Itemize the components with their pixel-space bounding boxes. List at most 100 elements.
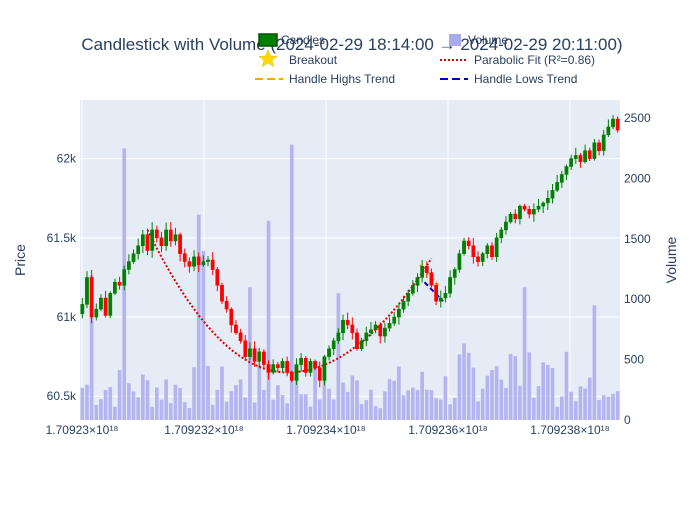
volume-bar [141, 374, 145, 420]
candle-body [397, 308, 401, 318]
volume-bar [168, 403, 173, 420]
volume-bar [234, 385, 238, 420]
candle-body [466, 240, 471, 246]
volume-bar [411, 387, 415, 420]
candle-body [429, 272, 434, 286]
volume-bar [336, 293, 341, 420]
volume-bar [452, 397, 457, 420]
candle-body [476, 256, 480, 262]
candle-body [238, 332, 243, 342]
volume-bar [187, 408, 192, 420]
plot-area [80, 100, 620, 420]
legend-item-handle-highs[interactable]: Handle Highs Trend [255, 72, 395, 86]
candle-body [611, 118, 615, 128]
volume-bar [238, 379, 243, 420]
candle-body [513, 213, 518, 220]
volume-bar [513, 356, 518, 420]
volume-bar [285, 403, 289, 420]
legend-label-handle-highs: Handle Highs Trend [289, 72, 395, 86]
y-tick-label: 61k [57, 310, 77, 324]
volume-bar [559, 396, 564, 420]
candle-body [406, 293, 411, 302]
volume-bar [569, 391, 573, 420]
legend-item-handle-lows[interactable]: Handle Lows Trend [440, 72, 577, 86]
candle-body [313, 361, 317, 368]
legend-item-candles[interactable]: Candles [258, 33, 325, 47]
candle-body [196, 256, 201, 266]
candle-body [317, 367, 322, 381]
volume-bar [108, 387, 113, 420]
volume-bar [331, 399, 336, 420]
candle-body [401, 300, 406, 310]
volume-bar [508, 353, 513, 420]
candle-body [192, 256, 196, 267]
volume-bar [164, 379, 168, 420]
volume-bar [345, 391, 350, 420]
candle-body [587, 150, 592, 159]
volume-bar [583, 388, 587, 420]
volume-bar [154, 387, 159, 420]
candle-body [564, 166, 569, 175]
volume-bar [289, 144, 294, 420]
volume-bar [150, 406, 154, 420]
candle-body [201, 261, 206, 266]
candle-body [350, 324, 355, 334]
volume-bar [136, 397, 141, 420]
legend-item-breakout[interactable]: Breakout [258, 49, 338, 68]
volume-bar [578, 386, 583, 420]
candle-body [127, 261, 131, 270]
volume-bar [615, 391, 620, 420]
volume-bar [494, 366, 499, 420]
volume-bar [210, 404, 215, 420]
candle-body [182, 253, 187, 262]
volume-bar [127, 383, 131, 420]
candle-body [522, 205, 527, 210]
candle-body [387, 323, 392, 329]
parabolic-fit-line [146, 229, 433, 374]
candle-body [136, 245, 141, 254]
candle-body [415, 277, 420, 286]
candle-body [131, 253, 136, 262]
volume-bar [518, 385, 522, 420]
legend-item-volume[interactable]: Volume [449, 33, 508, 47]
candle-body [597, 142, 601, 151]
candle-body [424, 266, 429, 273]
legend-label-handle-lows: Handle Lows Trend [474, 72, 577, 86]
volume-bar [457, 354, 462, 420]
candle-body [113, 281, 117, 294]
volume-bar [113, 406, 117, 420]
volume-bar [606, 396, 611, 420]
candle-body [615, 118, 620, 131]
candle-body [494, 237, 499, 258]
candle-body [178, 234, 182, 254]
volume-bar [420, 371, 424, 420]
candle-body [159, 237, 164, 246]
legend-label-volume: Volume [468, 33, 508, 47]
volume-bar [308, 406, 313, 420]
volume-bar [476, 401, 480, 420]
volume-bar [373, 406, 378, 420]
volume-bar [266, 220, 271, 420]
candle-body [541, 202, 546, 207]
volume-bar [448, 404, 452, 420]
volume-bar [159, 399, 164, 420]
volume-bar [243, 397, 248, 420]
y2-tick-label: 0 [624, 413, 631, 427]
volume-bar [303, 394, 308, 420]
volume-bar [178, 387, 182, 420]
x-tick-label: 1.709238×10¹⁸ [530, 423, 609, 437]
volume-bar [406, 390, 411, 420]
legend-item-parabolic-fit[interactable]: Parabolic Fit (R²=0.86) [440, 53, 595, 67]
volume-bar [103, 390, 108, 420]
volume-bar [257, 365, 262, 420]
candle-body [527, 209, 532, 215]
y-tick-label: 61.5k [47, 231, 77, 245]
candle-body [206, 259, 210, 262]
candle-body [434, 285, 439, 302]
candle-body [378, 324, 383, 337]
candle-body [485, 245, 490, 254]
legend-candle-swatch [258, 33, 278, 47]
volume-bar [592, 305, 597, 420]
volume-bar [541, 362, 546, 420]
volume-bar [369, 389, 373, 420]
